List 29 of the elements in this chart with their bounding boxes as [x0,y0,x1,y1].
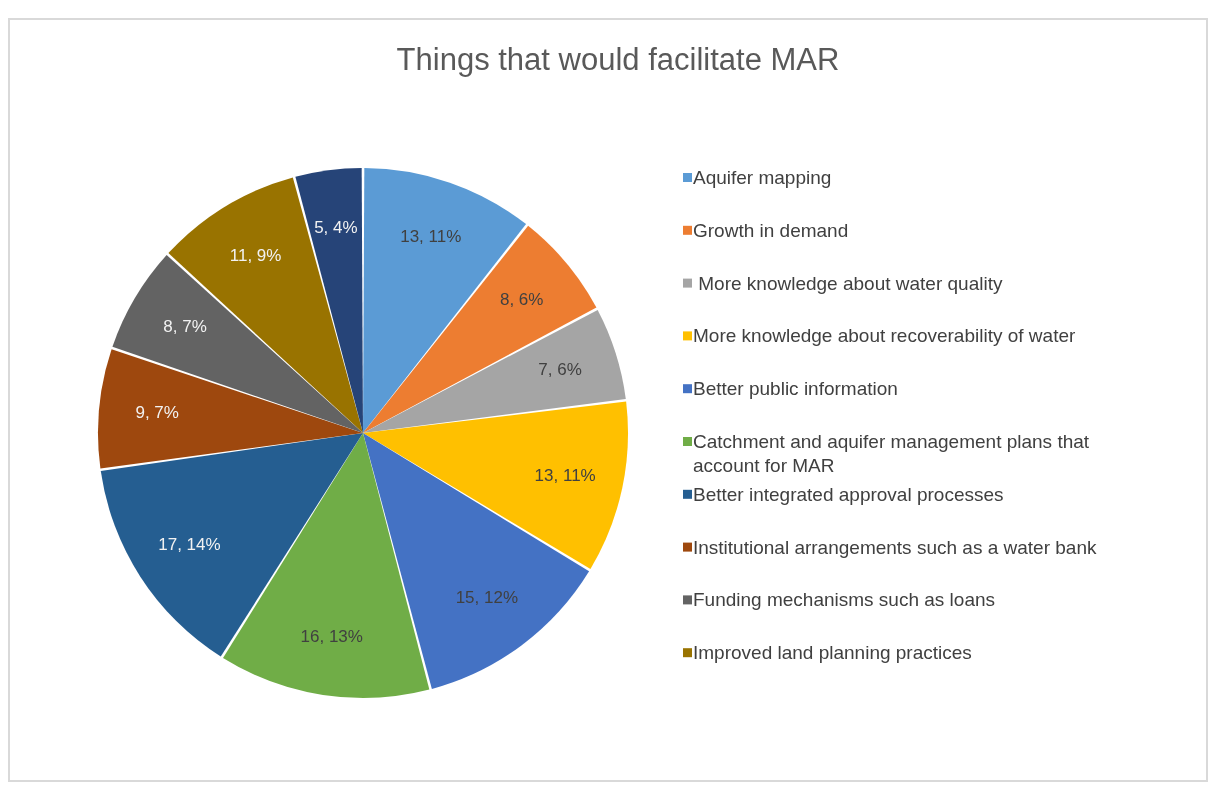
legend-label: Institutional arrangements such as a water bank [693,536,1097,558]
legend-label: More knowledge about recoverability of water [693,325,1076,347]
chart-title: Things that would facilitate MAR [396,42,840,77]
data-label: 8, 7% [163,317,207,337]
data-label: 7, 6% [538,360,582,380]
legend-label: Growth in demand [693,219,849,241]
data-label: 13, 11% [400,227,462,247]
legend-label: More knowledge about water quality [693,272,1003,294]
data-label: 8, 6% [499,290,544,310]
legend-label: Better integrated approval processes [693,483,1004,505]
pie-slice [98,349,363,469]
legend-label: Better public information [693,378,898,400]
pie-slice [100,433,363,657]
data-label: 9, 7% [135,403,179,423]
data-label: 15, 12% [455,587,519,607]
pie-slice [295,168,363,433]
data-label: 11, 9% [229,245,282,265]
data-label: 16, 13% [300,626,363,646]
legend-label: Aquifer mapping [693,167,832,188]
data-label: 17, 14% [158,534,221,554]
pie-slice [363,309,626,433]
data-label: 13, 11% [534,465,596,485]
pie-slice [223,433,430,698]
pie-slice [363,225,597,433]
data-label: 5, 4% [314,217,358,237]
legend-label: Funding mechanisms such as loans [693,589,996,611]
legend-label: Improved land planning practices [693,642,972,664]
pie-slice [363,401,628,569]
legend-label: Catchment and aquifer management plans that account for MAR [693,431,1090,476]
